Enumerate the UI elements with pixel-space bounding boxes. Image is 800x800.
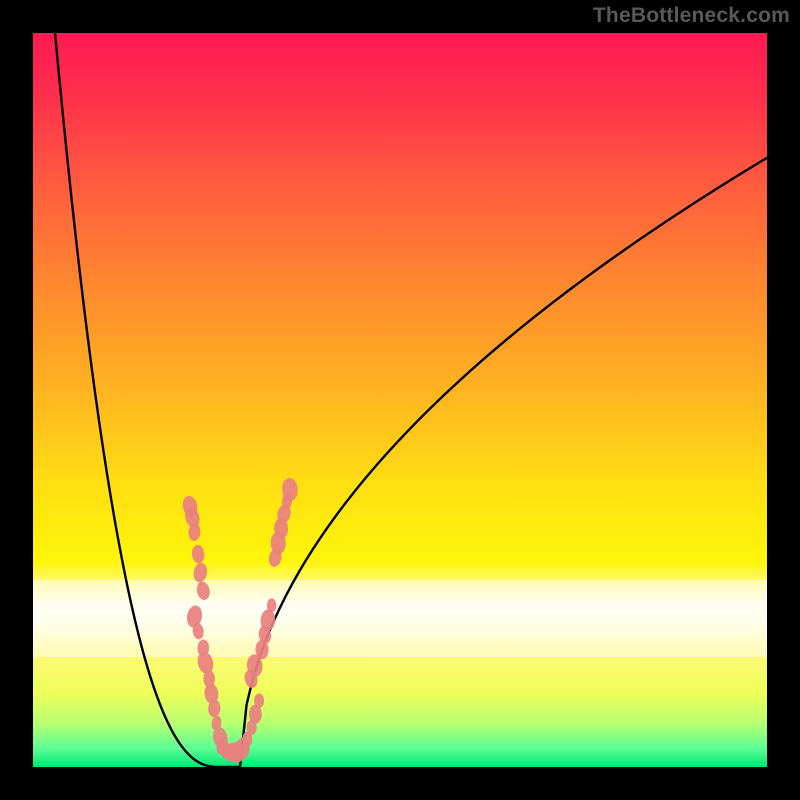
frosted-band — [33, 580, 767, 657]
chart-svg — [0, 0, 800, 800]
watermark-label: TheBottleneck.com — [593, 4, 790, 28]
chart-stage: TheBottleneck.com — [0, 0, 800, 800]
